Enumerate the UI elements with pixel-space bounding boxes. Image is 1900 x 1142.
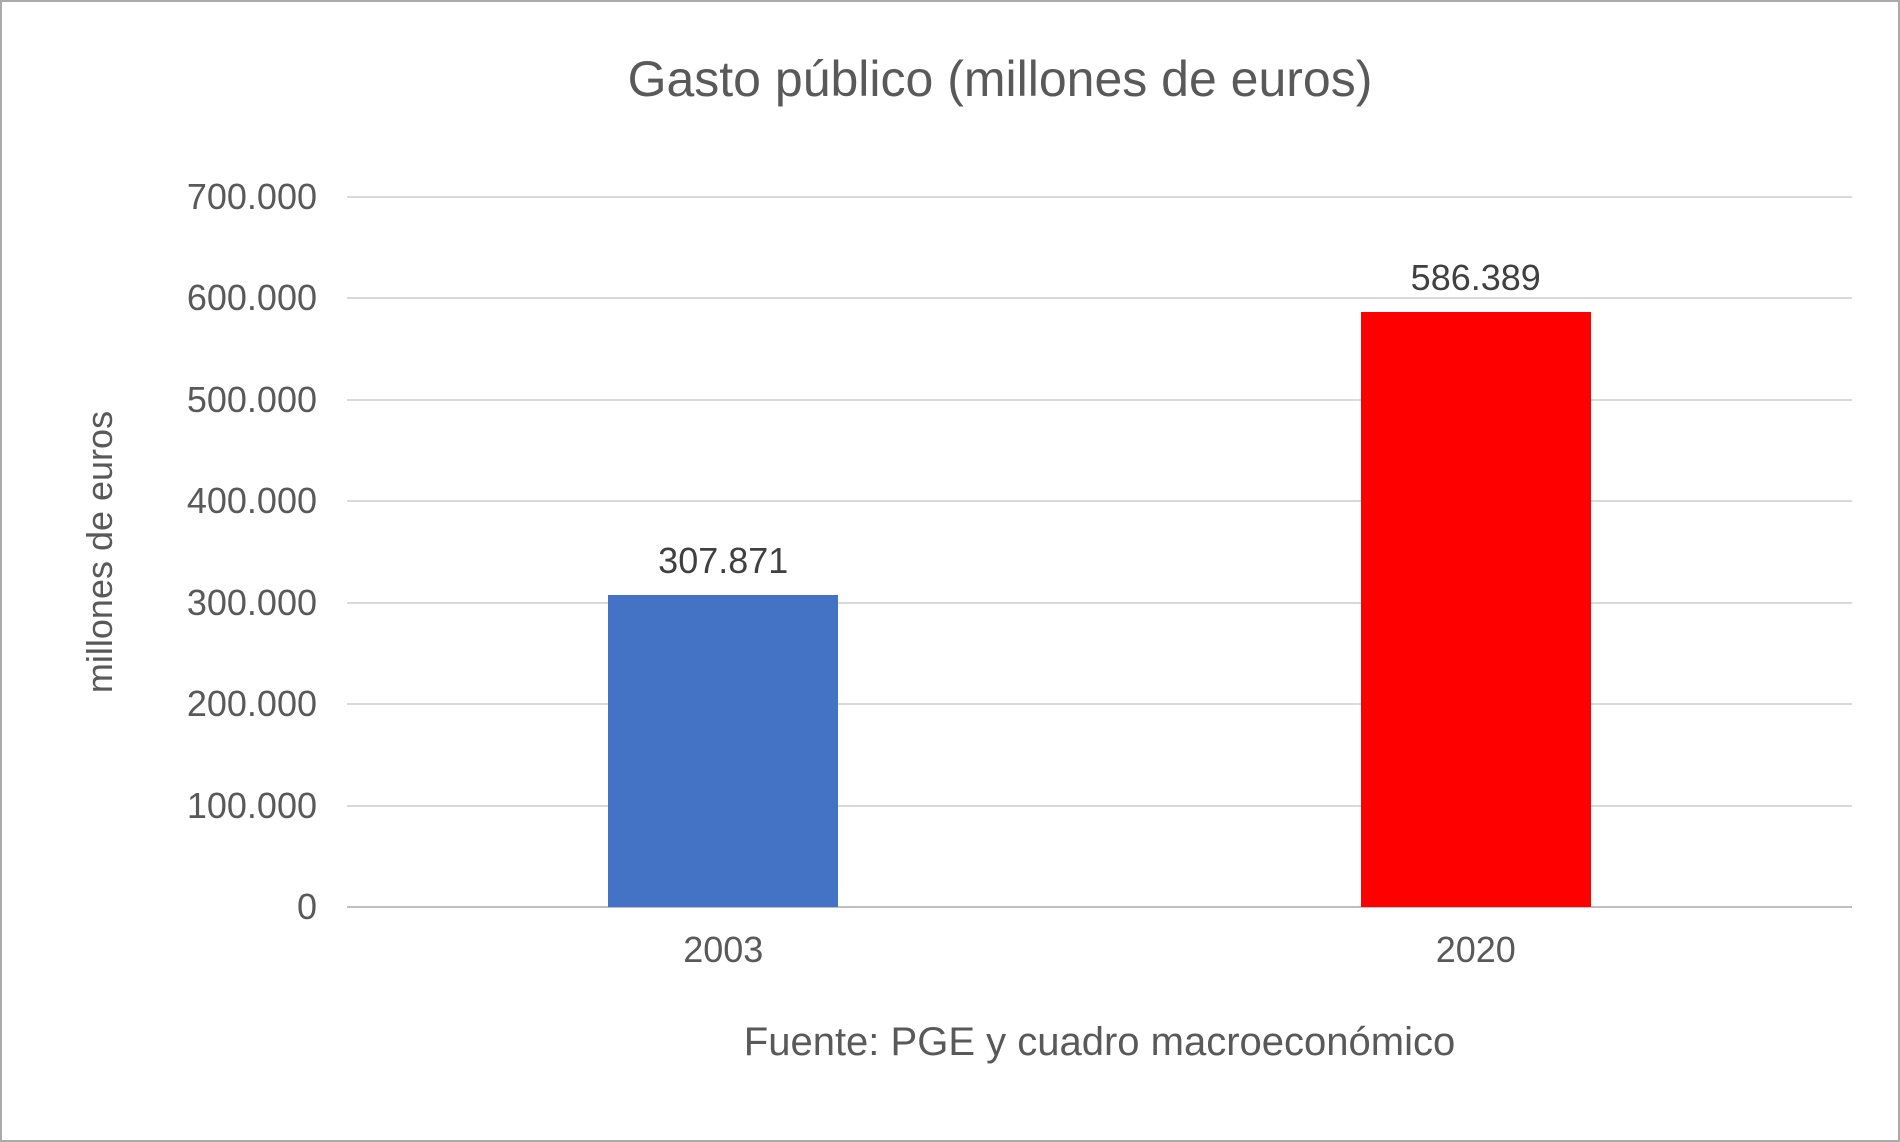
y-tick-label: 600.000: [186, 277, 317, 319]
y-tick-label: 700.000: [186, 176, 317, 217]
category-slot-2020: 586.389 2020: [1100, 197, 1853, 970]
bar-value-label: 307.871: [658, 539, 789, 581]
gridline: [347, 703, 1852, 706]
y-tick-label: 0: [296, 886, 317, 927]
bar-2003: [608, 594, 839, 907]
gridline: [347, 297, 1852, 300]
y-tick-label: 300.000: [186, 581, 317, 623]
x-tick-label: 2020: [1435, 929, 1516, 970]
x-axis-line: [347, 906, 1852, 908]
y-tick-label: 100.000: [186, 784, 317, 826]
x-tick-label: 2003: [683, 929, 764, 970]
gridline: [347, 196, 1852, 198]
source-caption: Fuente: PGE y cuadro macroeconómico: [743, 1020, 1456, 1064]
gridline: [347, 601, 1852, 604]
gridline: [347, 398, 1852, 401]
chart-title: Gasto público (millones de euros): [627, 51, 1373, 107]
gridline: [347, 500, 1852, 503]
category-slot-2003: 307.871 2003: [347, 197, 1100, 970]
bar-2020: [1360, 312, 1591, 907]
bar-value-label: 586.389: [1410, 257, 1541, 299]
gridline: [347, 804, 1852, 807]
y-axis-title: millones de euros: [79, 410, 120, 694]
y-tick-label: 200.000: [186, 683, 317, 725]
y-tick-label: 500.000: [186, 378, 317, 420]
plot-area: 0 100.000 200.000 300.000 400.000 500.000 600.…: [187, 179, 1853, 970]
y-tick-label: 400.000: [186, 480, 317, 522]
